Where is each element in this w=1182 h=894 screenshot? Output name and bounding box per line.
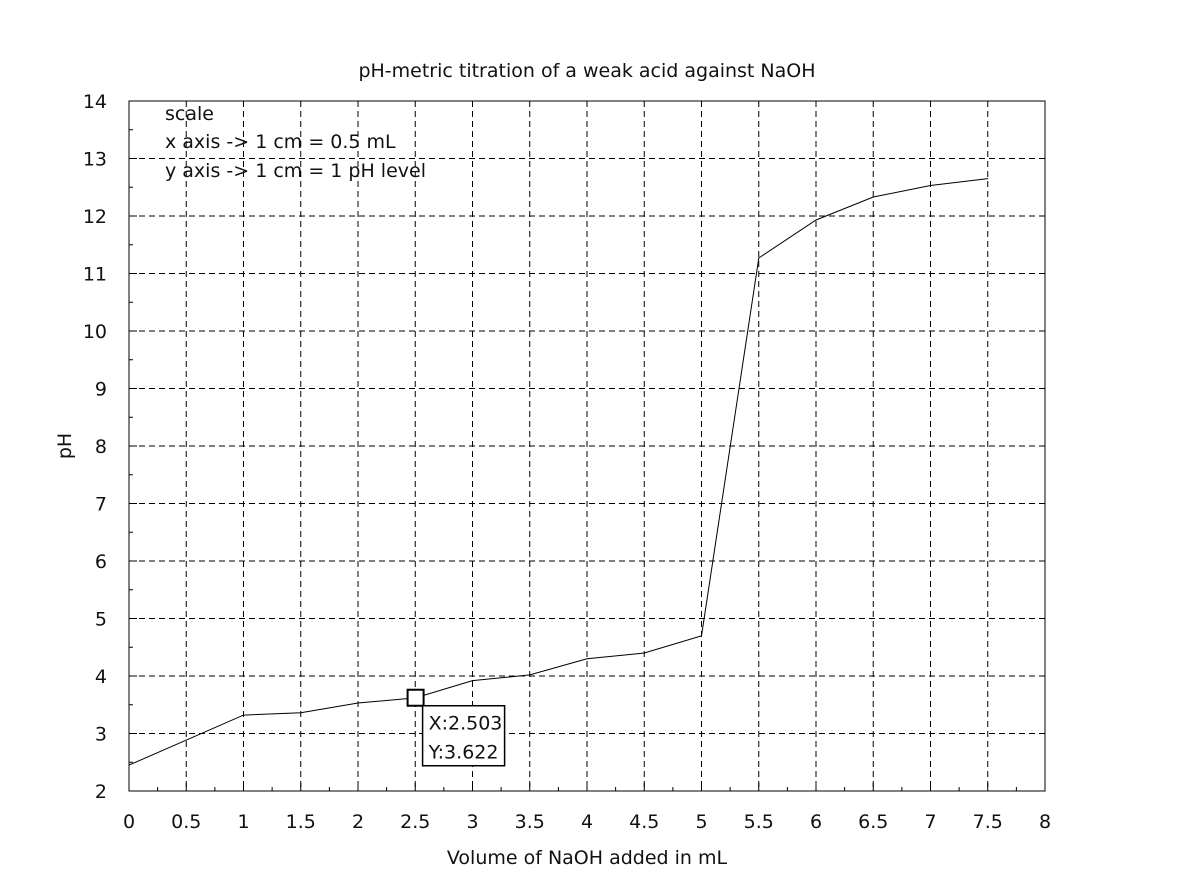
y-tick-label: 3 xyxy=(95,724,107,746)
datatip[interactable]: X:2.503 Y:3.622 xyxy=(406,688,506,767)
annotation-line-1: scale xyxy=(165,103,214,125)
x-tick-label: 2.5 xyxy=(400,811,430,833)
data-point xyxy=(758,257,760,259)
datatip-x-label: X:2.503 xyxy=(429,713,503,735)
y-tick-label: 8 xyxy=(95,436,107,458)
x-tick-label: 0 xyxy=(123,811,135,833)
data-point xyxy=(243,714,244,716)
y-tick-label: 10 xyxy=(83,321,107,343)
y-tick-label: 13 xyxy=(83,149,107,171)
y-tick-label: 14 xyxy=(83,91,107,113)
data-point xyxy=(300,712,302,714)
data-point xyxy=(643,652,645,654)
data-point xyxy=(930,185,931,187)
series-line xyxy=(128,178,988,766)
x-tick-label: 1.5 xyxy=(286,811,316,833)
data-point xyxy=(701,635,702,637)
data-point xyxy=(128,764,130,766)
x-tick-label: 7 xyxy=(924,811,936,833)
x-tick-label: 7.5 xyxy=(973,811,1003,833)
datatip-marker[interactable] xyxy=(406,688,425,707)
x-tick-label: 6.5 xyxy=(858,811,888,833)
annotation-line-2: x axis -> 1 cm = 0.5 mL xyxy=(165,131,396,153)
x-tick-label: 2 xyxy=(352,811,364,833)
datatip-box xyxy=(421,704,506,767)
minor-ticks xyxy=(128,100,1046,792)
x-tick-label: 5.5 xyxy=(744,811,774,833)
y-tick-label: 12 xyxy=(83,206,107,228)
data-point xyxy=(815,219,817,221)
x-tick-label: 6 xyxy=(810,811,822,833)
y-tick-label: 2 xyxy=(95,781,107,803)
x-tick-label: 5 xyxy=(695,811,707,833)
y-tick-label: 7 xyxy=(95,494,107,516)
chart-title: pH-metric titration of a weak acid again… xyxy=(358,60,815,82)
data-point xyxy=(586,658,588,660)
y-tick-label: 11 xyxy=(83,264,107,286)
y-tick-labels: 2 3 4 5 6 7 8 9 10 11 12 13 14 xyxy=(83,91,107,803)
grid-lines xyxy=(129,101,1045,791)
scale-annotation: scale x axis -> 1 cm = 0.5 mL y axis -> … xyxy=(165,103,426,182)
x-tick-label: 3.5 xyxy=(515,811,545,833)
y-tick-label: 9 xyxy=(95,379,107,401)
data-point xyxy=(472,680,473,682)
y-tick-label: 5 xyxy=(95,609,107,631)
data-point xyxy=(529,674,531,676)
annotation-line-3: y axis -> 1 cm = 1 pH level xyxy=(165,160,426,182)
x-tick-labels: 0 0.5 1 1.5 2 2.5 3 3.5 4 4.5 5 5.5 6 6.5 7 7.5 8 xyxy=(123,811,1051,833)
y-tick-label: 6 xyxy=(95,551,107,573)
data-point xyxy=(872,196,874,198)
data-point xyxy=(357,702,359,704)
y-tick-label: 4 xyxy=(95,666,107,688)
data-point xyxy=(987,178,989,180)
x-tick-label: 0.5 xyxy=(171,811,201,833)
x-tick-label: 8 xyxy=(1039,811,1051,833)
x-axis-label: Volume of NaOH added in mL xyxy=(447,847,728,869)
x-tick-label: 1 xyxy=(237,811,249,833)
datatip-y-label: Y:3.622 xyxy=(428,742,499,764)
y-axis-label: pH xyxy=(54,433,76,459)
data-points xyxy=(128,178,989,766)
x-tick-label: 3 xyxy=(466,811,478,833)
x-tick-label: 4.5 xyxy=(629,811,659,833)
x-tick-label: 4 xyxy=(581,811,593,833)
